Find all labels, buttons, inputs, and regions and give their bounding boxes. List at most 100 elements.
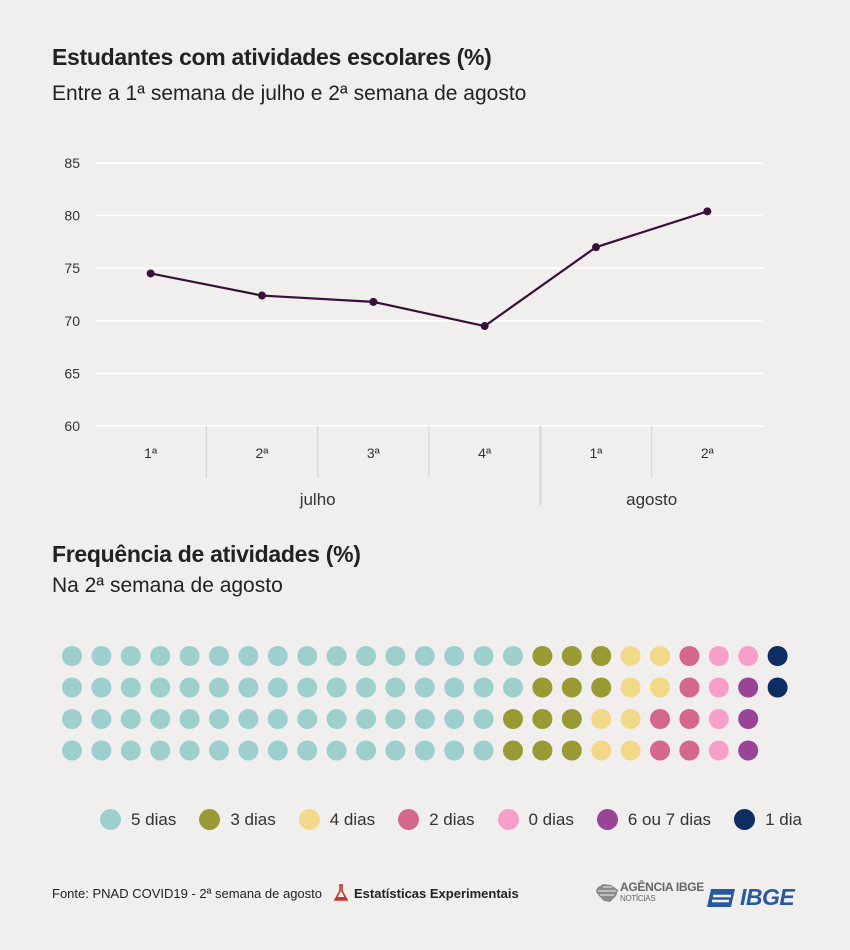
waffle-dot [356,740,376,761]
waffle-dot [326,709,347,729]
waffle-dot [561,740,582,761]
waffle-dot [267,740,288,761]
waffle-dot [591,677,612,698]
legend-label: 2 dias [429,809,475,829]
source-text: Fonte: PNAD COVID19 - 2ª semana de agost… [52,885,322,901]
waffle-dot [679,677,700,698]
waffle-dot [179,677,200,698]
waffle-dot [385,740,406,761]
x-tick-label: 2ª [256,445,270,461]
legend-item: 3 dias [199,809,276,830]
waffle-dot [267,709,288,729]
waffle-dot [179,740,200,761]
waffle-dot [473,709,494,729]
waffle-dot [297,677,318,698]
waffle-dot [444,709,465,729]
waffle-dot [591,646,612,666]
waffle-dot [150,677,171,698]
waffle-dot [767,677,788,698]
data-point [592,243,600,252]
waffle-dot [209,646,229,666]
waffle-dot [532,677,553,698]
flask-icon [334,884,348,901]
legend-item: 2 dias [398,809,475,830]
line-chart-title: Estudantes com atividades escolares (%) [52,44,492,70]
waffle-dot [179,709,200,729]
x-tick-label: 1ª [144,445,158,461]
waffle-dot [473,740,494,761]
brazil-map-icon [596,884,618,902]
waffle-dot [62,646,82,666]
waffle-dot [503,740,523,761]
ibge-logo: IBGE [706,884,795,911]
legend-label: 5 dias [131,809,177,829]
legend-label: 6 ou 7 dias [627,809,712,829]
waffle-dot [708,740,729,761]
legend-label: 0 dias [528,809,574,829]
y-tick-label: 65 [64,365,80,381]
waffle-chart-title: Frequência de atividades (%) [52,541,361,567]
legend-swatch [199,809,221,830]
legend-label: 1 dia [765,809,802,829]
waffle-dot [209,677,229,698]
x-group-label: agosto [626,490,677,509]
series-line [150,210,708,328]
waffle-dot [503,709,523,729]
waffle-dot [267,646,288,666]
legend-swatch [100,809,121,830]
waffle-dot [62,740,82,761]
waffle-dot [356,709,376,729]
waffle-dot [620,740,641,761]
legend-swatch [398,809,420,830]
legend-item: 6 ou 7 dias [596,809,712,830]
x-tick-label: 2ª [701,445,715,461]
legend-swatch [497,809,519,830]
waffle-dot [561,677,582,698]
legend-item: 4 dias [298,809,376,830]
waffle-dot [297,646,318,666]
waffle-dot [120,709,141,729]
waffle-dot [708,646,729,666]
line-chart-subtitle: Entre a 1ª semana de julho e 2ª semana d… [52,82,527,105]
waffle-dot [120,677,141,698]
waffle-dot [120,740,141,761]
waffle-legend: 5 dias 3 dias 4 dias 2 dias 0 dias 6 ou 7 dia… [100,809,825,830]
legend-label: 3 dias [230,809,276,829]
waffle-dot [150,646,171,666]
data-point [480,322,489,331]
y-tick-label: 75 [64,260,80,276]
waffle-dot [326,646,347,666]
waffle-dot [238,677,259,698]
waffle-dot [444,677,465,698]
waffle-dot [650,677,670,698]
waffle-dot [356,646,376,666]
waffle-dot [326,677,347,698]
waffle-dot [414,740,435,761]
y-tick-label: 70 [64,313,80,329]
waffle-dot [708,709,729,729]
waffle-dot [650,740,670,761]
data-point [258,291,266,300]
waffle-dot [532,646,553,666]
waffle-dot [62,677,82,698]
line-chart: 60 65 70 75 80 85 1ª 2ª 3ª 4ª 1ª 2ª julho agosto [64,155,763,509]
y-tick-label: 60 [64,418,80,434]
waffle-dot [503,677,523,698]
y-tick-label: 85 [64,155,80,171]
waffle-chart [62,646,788,761]
legend-label: 4 dias [329,809,376,829]
waffle-dot [297,740,318,761]
waffle-dot [708,677,729,698]
legend-swatch [298,809,320,830]
ibge-emblem-icon [707,888,735,907]
waffle-dot [444,740,465,761]
legend-item: 5 dias [100,809,176,830]
waffle-dot [738,740,759,761]
waffle-dot [209,740,229,761]
waffle-dot [620,646,641,666]
waffle-dot [444,646,465,666]
waffle-dot [91,646,112,666]
data-point [703,207,712,216]
waffle-dot [738,709,759,729]
legend-item: 0 dias [497,809,574,830]
